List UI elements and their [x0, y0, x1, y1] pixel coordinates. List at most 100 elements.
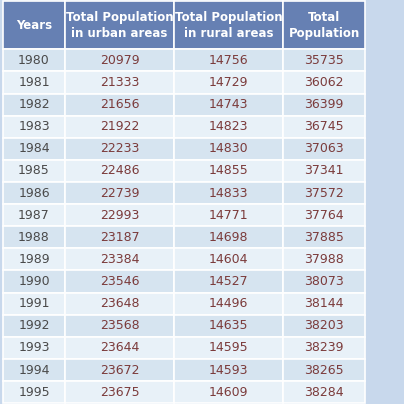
Bar	[284, 248, 365, 271]
Bar	[174, 116, 284, 138]
Text: 22993: 22993	[100, 209, 139, 222]
Bar	[65, 138, 174, 160]
Text: 1982: 1982	[18, 98, 50, 111]
Bar	[65, 1, 174, 49]
Bar	[3, 248, 65, 271]
Bar	[65, 315, 174, 337]
Text: 14771: 14771	[209, 209, 248, 222]
Text: 14855: 14855	[209, 164, 249, 177]
Bar	[3, 72, 65, 94]
Text: 23672: 23672	[100, 364, 139, 377]
Text: 23568: 23568	[100, 319, 139, 332]
Text: 1980: 1980	[18, 54, 50, 67]
Bar	[174, 1, 284, 49]
Text: 38144: 38144	[305, 297, 344, 310]
Bar	[65, 292, 174, 315]
Bar	[3, 160, 65, 182]
Bar	[65, 49, 174, 72]
Text: 38265: 38265	[305, 364, 344, 377]
Text: 1983: 1983	[18, 120, 50, 133]
Text: 37572: 37572	[304, 187, 344, 200]
Text: 37764: 37764	[305, 209, 344, 222]
Bar	[284, 381, 365, 403]
Bar	[3, 226, 65, 248]
Text: 1987: 1987	[18, 209, 50, 222]
Bar	[3, 49, 65, 72]
Bar	[284, 49, 365, 72]
Text: 1986: 1986	[18, 187, 50, 200]
Text: 20979: 20979	[100, 54, 139, 67]
Text: 14756: 14756	[209, 54, 248, 67]
Bar	[284, 138, 365, 160]
Bar	[3, 271, 65, 292]
Bar	[65, 271, 174, 292]
Text: 21656: 21656	[100, 98, 139, 111]
Bar	[3, 315, 65, 337]
Text: 36062: 36062	[305, 76, 344, 89]
Bar	[174, 337, 284, 359]
Bar	[174, 182, 284, 204]
Bar	[284, 359, 365, 381]
Text: Total
Population: Total Population	[288, 11, 360, 40]
Bar	[284, 226, 365, 248]
Text: 37988: 37988	[304, 253, 344, 266]
Text: 36745: 36745	[305, 120, 344, 133]
Text: 37341: 37341	[305, 164, 344, 177]
Bar	[65, 182, 174, 204]
Text: Years: Years	[16, 19, 52, 32]
Text: 23187: 23187	[100, 231, 139, 244]
Bar	[174, 138, 284, 160]
Text: 1985: 1985	[18, 164, 50, 177]
Text: 14823: 14823	[209, 120, 248, 133]
Text: Total Population
in rural areas: Total Population in rural areas	[175, 11, 283, 40]
Bar	[65, 116, 174, 138]
Text: 14593: 14593	[209, 364, 248, 377]
Bar	[3, 182, 65, 204]
Text: Total Population
in urban areas: Total Population in urban areas	[66, 11, 173, 40]
Bar	[3, 116, 65, 138]
Text: 1995: 1995	[18, 386, 50, 399]
Text: 14833: 14833	[209, 187, 248, 200]
Text: 22739: 22739	[100, 187, 139, 200]
Bar	[65, 204, 174, 226]
Text: 23546: 23546	[100, 275, 139, 288]
Text: 23384: 23384	[100, 253, 139, 266]
Bar	[174, 271, 284, 292]
Bar	[284, 337, 365, 359]
Bar	[65, 359, 174, 381]
Bar	[174, 381, 284, 403]
Bar	[174, 315, 284, 337]
Bar	[65, 72, 174, 94]
Text: 38203: 38203	[305, 319, 344, 332]
Text: 36399: 36399	[305, 98, 344, 111]
Bar	[3, 292, 65, 315]
Bar	[65, 381, 174, 403]
Bar	[174, 248, 284, 271]
Text: 14496: 14496	[209, 297, 248, 310]
Text: 1993: 1993	[18, 341, 50, 354]
Text: 14595: 14595	[209, 341, 248, 354]
Text: 38239: 38239	[305, 341, 344, 354]
Bar	[284, 116, 365, 138]
Bar	[284, 94, 365, 116]
Bar	[174, 204, 284, 226]
Text: 21922: 21922	[100, 120, 139, 133]
Text: 1981: 1981	[18, 76, 50, 89]
Bar	[174, 292, 284, 315]
Text: 14743: 14743	[209, 98, 248, 111]
Bar	[284, 204, 365, 226]
Bar	[284, 1, 365, 49]
Text: 37885: 37885	[304, 231, 344, 244]
Bar	[3, 204, 65, 226]
Text: 35735: 35735	[304, 54, 344, 67]
Text: 14830: 14830	[209, 142, 248, 155]
Text: 1990: 1990	[18, 275, 50, 288]
Text: 22233: 22233	[100, 142, 139, 155]
Text: 38073: 38073	[304, 275, 344, 288]
Text: 1989: 1989	[18, 253, 50, 266]
Bar	[284, 292, 365, 315]
Text: 21333: 21333	[100, 76, 139, 89]
Bar	[3, 94, 65, 116]
Bar	[174, 226, 284, 248]
Bar	[284, 182, 365, 204]
